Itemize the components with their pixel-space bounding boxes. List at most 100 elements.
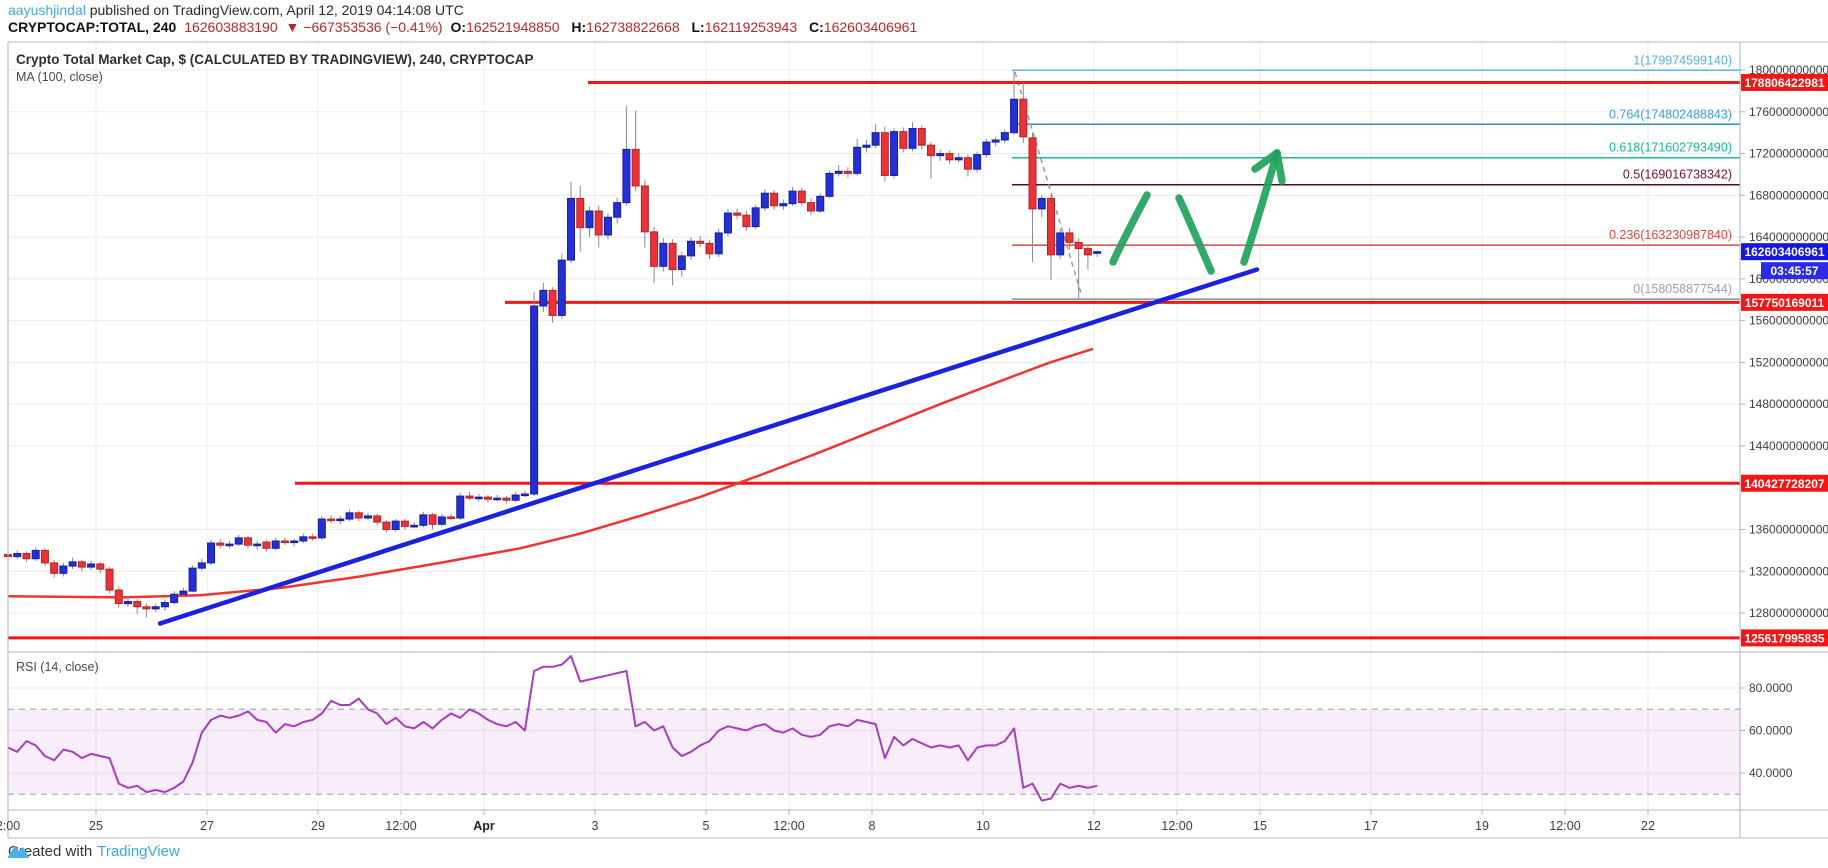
candle-up (234, 537, 243, 545)
current-price-badge-bg (1741, 243, 1828, 261)
candle-down (1065, 232, 1074, 243)
candle-down (243, 537, 252, 546)
fib-retracement-tool[interactable]: 1(179974599140) 0.764(174802488843) 0.618(… (1012, 53, 1740, 300)
candle-down (917, 127, 926, 146)
rsi-tick-label: 80.0000 (1749, 681, 1793, 695)
drawn-arrow-stroke[interactable] (1175, 194, 1215, 275)
trendline[interactable] (157, 267, 1260, 626)
price-level-badge: 125617995835 (1741, 629, 1828, 647)
candle-down (50, 562, 59, 574)
bar-countdown-badge: 03:45:57 (1761, 262, 1828, 280)
time-tick-label: 2:00 (0, 819, 20, 833)
candle-up (659, 242, 668, 267)
candle-up (936, 153, 945, 157)
candle-up (363, 515, 372, 519)
candle-down (447, 516, 456, 520)
candle-up (160, 602, 169, 608)
drawn-arrow-stroke[interactable] (1251, 149, 1281, 173)
candle-down (216, 542, 225, 546)
candle-up (714, 232, 723, 255)
candle-down (400, 520, 409, 527)
candle-up (170, 593, 179, 604)
drawn-arrow-stroke[interactable] (1109, 191, 1151, 266)
candle-down (133, 601, 142, 608)
price-tick-label: 128000000000 (1749, 606, 1828, 620)
time-scale[interactable]: 2:00 25 27 29 12:00 Apr 3 5 12:00 8 10 12 12:00 15 17 1… (0, 810, 1655, 833)
current-price-badge-text: 162603406961 (1744, 245, 1824, 259)
candle-down (899, 131, 908, 149)
candle-up (853, 146, 862, 174)
time-tick-label: 27 (200, 819, 214, 833)
chart-frame (7, 41, 1828, 839)
candle-up (299, 536, 308, 542)
candle-down (548, 289, 557, 316)
candle-down (280, 540, 289, 544)
candle-up (539, 289, 548, 307)
price-level-badge: 140427728207 (1741, 474, 1828, 492)
candle-up (622, 148, 631, 204)
fib-level-label: 0.5(169016738342) (1623, 168, 1732, 182)
candle-up (179, 590, 188, 595)
candle-up (1010, 98, 1019, 134)
username-link[interactable]: aayushjindal (8, 2, 86, 18)
candle-up (613, 202, 622, 218)
candle-up (207, 542, 216, 564)
price-tick-label: 176000000000 (1749, 105, 1828, 119)
candle-up (1056, 232, 1065, 256)
candle-down (308, 536, 317, 539)
candlestick-series (4, 71, 1102, 618)
tradingview-link[interactable]: TradingView (97, 843, 180, 860)
fib-level-label: 1(179974599140) (1633, 53, 1732, 67)
candle-down (1074, 241, 1083, 250)
time-tick-label: 12:00 (1549, 819, 1580, 833)
candle-up (890, 131, 899, 176)
rsi-indicator-label[interactable]: RSI (14, close) (16, 660, 99, 674)
price-tick-label: 156000000000 (1749, 314, 1828, 328)
grid-lines (8, 42, 1740, 810)
rsi-tick-label: 40.0000 (1749, 766, 1793, 780)
publish-info: aayushjindal published on TradingView.co… (8, 2, 464, 18)
drawn-arrow-stroke[interactable] (1240, 149, 1281, 266)
candle-up (760, 192, 769, 209)
candle-up (585, 210, 594, 229)
candle-down (594, 210, 603, 236)
price-scale[interactable]: 180000000000 176000000000 172000000000 1680… (1740, 63, 1828, 780)
candle-up (225, 543, 234, 547)
candle-down (262, 541, 271, 549)
chart-title: Crypto Total Market Cap, $ (CALCULATED B… (16, 52, 534, 67)
price-level-badge-text: 125617995835 (1744, 631, 1824, 645)
candle-down (696, 240, 705, 244)
last-value: 162603883190 (184, 19, 278, 35)
price-tick-label: 168000000000 (1749, 188, 1828, 202)
candle-up (834, 170, 843, 174)
time-tick-label: 5 (703, 819, 710, 833)
publish-text: published on TradingView.com, April 12, … (85, 2, 464, 18)
candle-up (788, 190, 797, 205)
candle-down (1028, 137, 1037, 210)
candle-down (843, 170, 852, 174)
candle-down (465, 495, 474, 499)
time-tick-label: 12:00 (773, 819, 804, 833)
candle-up (520, 493, 529, 497)
candle-down (142, 606, 151, 610)
candle-up (419, 514, 428, 526)
price-tick-label: 152000000000 (1749, 355, 1828, 369)
candle-down (733, 212, 742, 216)
high-label: H: (571, 19, 587, 35)
change-value: ▼ −667353536 (−0.41%) (285, 19, 443, 35)
ma-indicator-label[interactable]: MA (100, close) (16, 70, 103, 84)
rsi-band (8, 709, 1740, 795)
fib-level-label: 0(158058877544) (1633, 282, 1732, 296)
candle-up (982, 141, 991, 156)
drawn-arrow-stroke[interactable] (1273, 149, 1286, 185)
candle-up (456, 495, 465, 519)
ma-100-line[interactable] (7, 347, 1094, 599)
candle-down (668, 242, 677, 270)
time-tick-label: Apr (473, 819, 495, 833)
time-tick-label: 19 (1475, 819, 1489, 833)
time-tick-label: 12:00 (385, 819, 416, 833)
rsi-tick-label: 60.0000 (1749, 724, 1793, 738)
candle-up (493, 497, 502, 501)
time-tick-label: 3 (592, 819, 599, 833)
